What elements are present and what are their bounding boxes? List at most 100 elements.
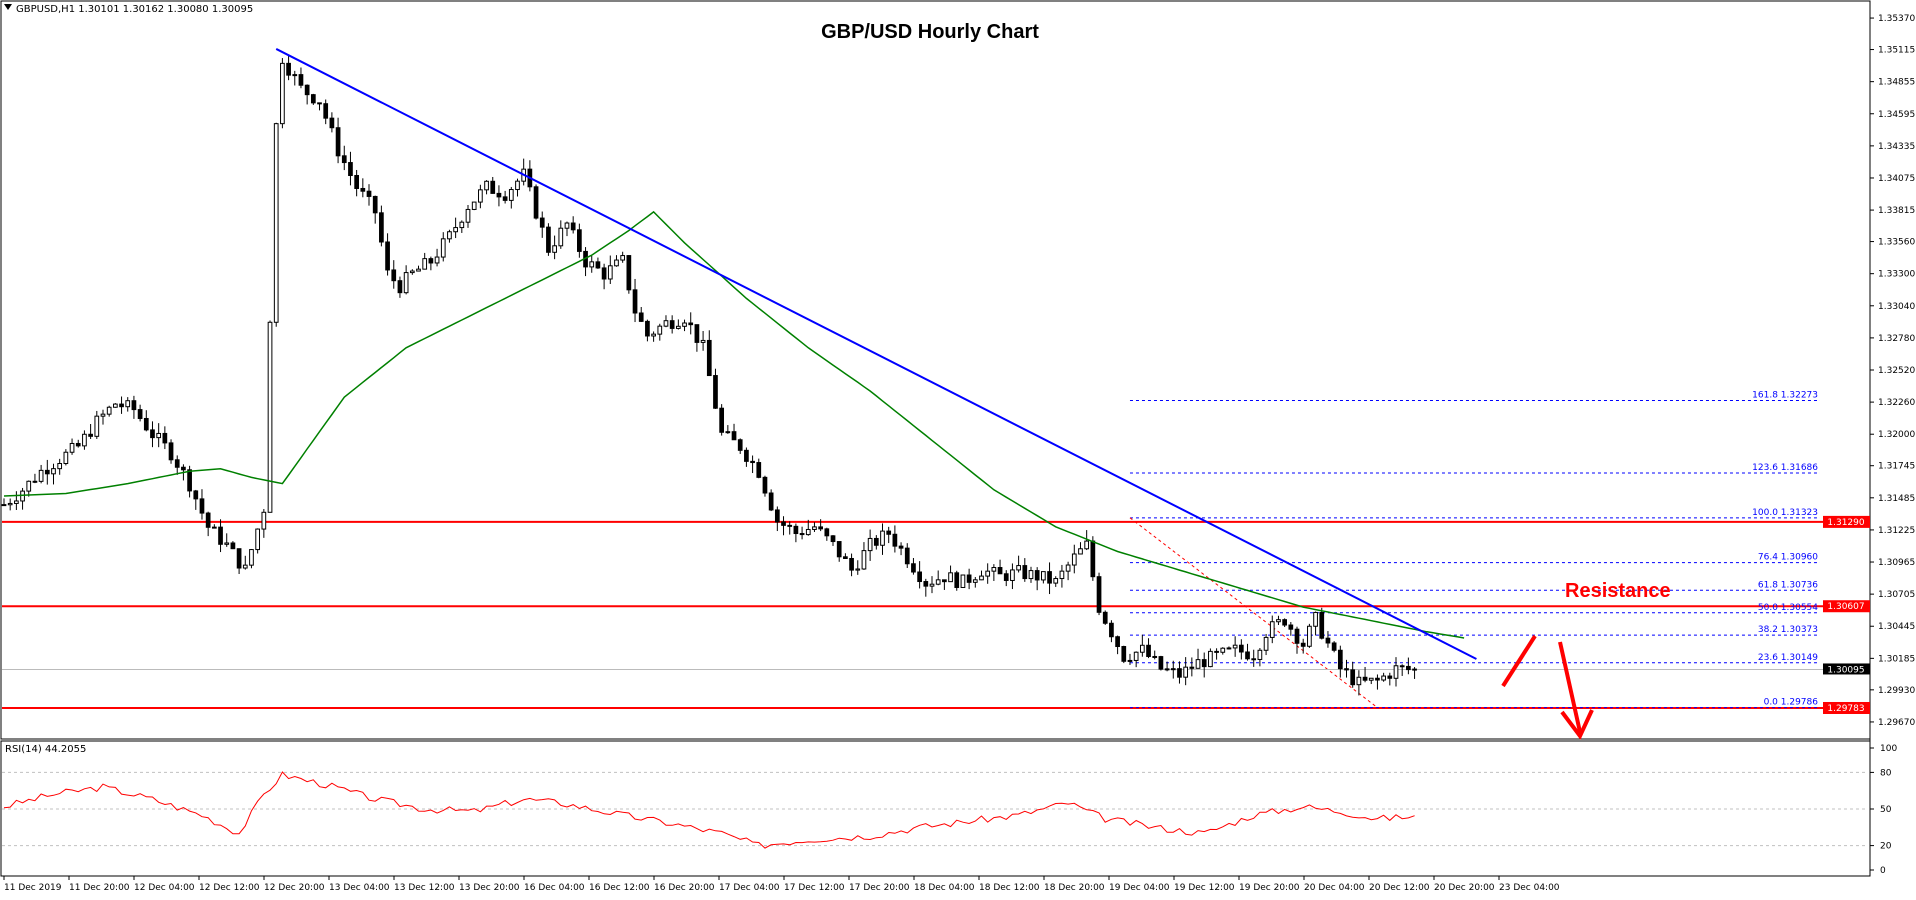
candle-body: [805, 528, 811, 536]
candle-body: [830, 535, 836, 543]
candle-body: [484, 180, 489, 191]
ma-series-line: [3, 210, 1465, 639]
candle-body: [614, 259, 619, 267]
price-tick-label: 1.31485: [1878, 494, 1915, 504]
candle-body: [1331, 642, 1337, 651]
candle-body: [515, 180, 520, 191]
candle-body: [744, 449, 749, 462]
time-axis: 11 Dec 2019 11 Dec 20:00 12 Dec 04:00 12 De…: [3, 876, 1560, 893]
candle-body: [836, 541, 842, 558]
candle-body: [1406, 665, 1411, 671]
candle-body: [1257, 649, 1263, 660]
candle-body: [1121, 646, 1127, 662]
candle-body: [700, 339, 706, 343]
candle-body: [1016, 565, 1021, 571]
fibonacci-levels: 161.8 1.32273 123.6 1.31686 100.0 1.31323 7…: [2, 391, 1868, 709]
candle-body: [867, 537, 873, 552]
candle-body: [713, 375, 718, 409]
price-tick-label: 1.33040: [1878, 302, 1915, 312]
candle-body: [1313, 611, 1318, 627]
price-tick-label: 1.29930: [1878, 686, 1915, 696]
price-tick-label: 1.30705: [1878, 590, 1915, 600]
candle-body: [750, 460, 755, 464]
candle-body: [193, 490, 199, 500]
time-tick-label: 20 Dec 04:00: [1304, 883, 1365, 893]
price-tick-label: 1.30445: [1878, 622, 1915, 632]
candle-body: [595, 261, 601, 269]
candle-body: [372, 195, 378, 214]
candle-body: [385, 241, 390, 271]
price-tick-label: 1.32000: [1878, 430, 1915, 440]
candle-body: [948, 572, 953, 583]
rsi-panel: 100 80 50 20 0: [2, 744, 1897, 876]
time-tick-label: 20 Dec 20:00: [1434, 883, 1495, 893]
candle-body: [966, 574, 972, 583]
candle-body: [1047, 571, 1052, 584]
time-tick-label: 17 Dec 20:00: [849, 883, 910, 893]
candle-body: [1325, 637, 1331, 644]
candle-body: [682, 322, 687, 327]
current-price-label: 1.30095: [1827, 665, 1864, 675]
candle-body: [1065, 564, 1071, 572]
candle-body: [341, 155, 347, 164]
chart-menu-icon[interactable]: [4, 4, 12, 10]
candle-body: [1146, 644, 1151, 657]
price-tick-label: 1.31225: [1878, 526, 1915, 536]
candle-body: [26, 480, 32, 492]
candle-body: [706, 339, 712, 377]
price-tick-label: 1.34855: [1878, 78, 1915, 88]
candle-body: [348, 162, 353, 177]
candle-body: [589, 261, 595, 268]
candle-body: [1201, 659, 1207, 668]
candle-body: [20, 490, 25, 502]
candle-body: [304, 84, 310, 96]
candle-body: [607, 265, 613, 280]
candle-body: [168, 442, 174, 461]
candle-body: [904, 547, 910, 565]
candle-body: [880, 530, 885, 546]
time-tick-label: 19 Dec 20:00: [1239, 883, 1300, 893]
price-tick-label: 1.35370: [1878, 14, 1915, 24]
price-tick-label: 1.33300: [1878, 270, 1915, 280]
candle-body: [1412, 668, 1417, 671]
candle-body: [1053, 578, 1059, 584]
candle-body: [1387, 675, 1393, 679]
candle-body: [1189, 666, 1195, 669]
down-arrow-icon: [1558, 641, 1594, 740]
candle-body: [546, 226, 551, 253]
price-tick-label: 1.33815: [1878, 206, 1915, 216]
candle-body: [82, 433, 87, 447]
candle-body: [942, 579, 947, 583]
symbol-info: GBPUSD,H1 1.30101 1.30162 1.30080 1.3009…: [16, 4, 253, 15]
price-tick-label: 1.34595: [1878, 110, 1915, 120]
candle-body: [731, 431, 737, 441]
level-price-label: 1.31290: [1827, 518, 1864, 528]
candle-body: [100, 413, 106, 417]
candle-body: [985, 570, 991, 577]
fib-level-label: 23.6 1.30149: [1758, 653, 1818, 663]
candle-body: [570, 222, 576, 231]
fib-level-label: 38.2 1.30373: [1758, 625, 1818, 635]
rsi-label: RSI(14) 44.2055: [5, 744, 86, 755]
candle-body: [1022, 565, 1028, 580]
price-axis: 1.35370 1.35115 1.34855 1.34595 1.34335 1.340…: [1870, 14, 1915, 728]
candle-body: [972, 579, 978, 583]
candle-body: [1368, 677, 1374, 681]
horizontal-levels: 1.31290 1.30607 1.29783: [2, 515, 1870, 714]
price-tick-label: 1.33560: [1878, 238, 1915, 248]
candle-body: [539, 217, 545, 228]
candle-body: [657, 325, 663, 335]
candle-body: [150, 429, 155, 439]
candle-body: [230, 542, 236, 550]
level-price-box: [1823, 701, 1870, 714]
candle-body: [1350, 669, 1356, 686]
candle-body: [651, 333, 656, 337]
candle-body: [818, 526, 823, 530]
candle-body: [756, 462, 762, 478]
level-price-box: [1823, 515, 1870, 528]
candle-body: [886, 530, 892, 535]
candle-body: [935, 579, 941, 585]
candle-body: [1, 504, 7, 507]
candle-body: [601, 267, 607, 280]
